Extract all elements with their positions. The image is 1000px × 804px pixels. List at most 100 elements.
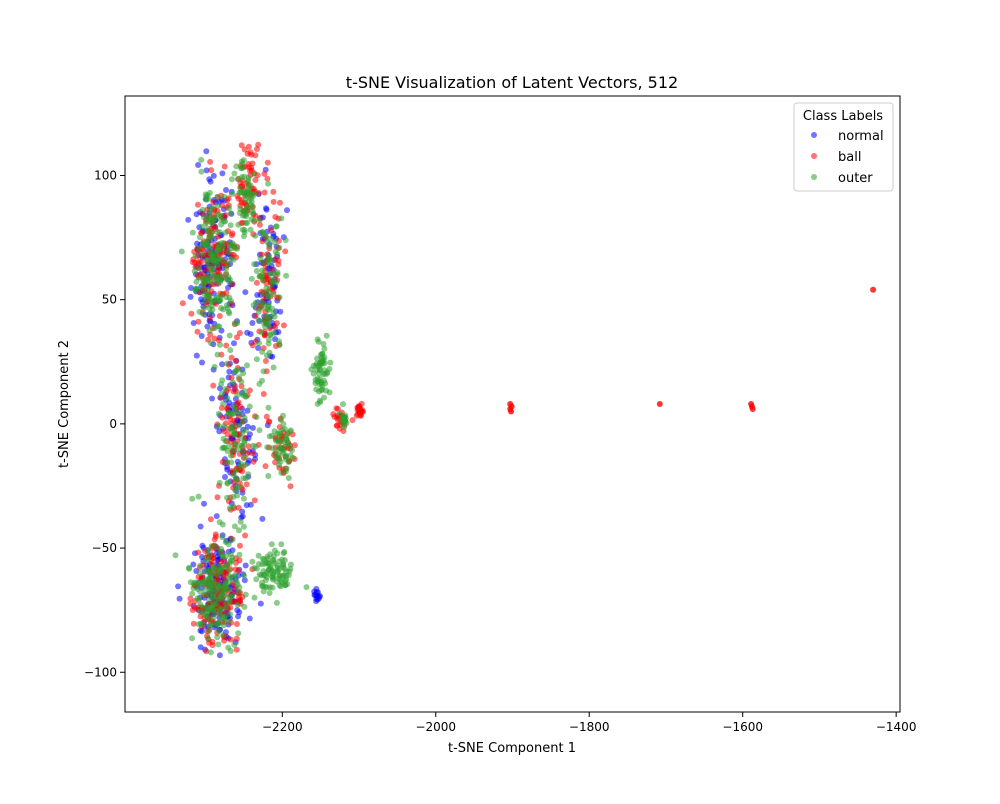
data-point [222,386,229,393]
data-point [320,341,327,347]
data-point [260,391,267,397]
data-point [220,428,227,435]
y-axis-label: t-SNE Component 2 [57,340,72,468]
data-point [201,500,207,507]
x-axis: −2200 −2000 −1800 −1600 −1400 [262,712,916,734]
data-point [251,594,258,601]
data-point [269,570,276,577]
y-tick-label: −100 [84,665,117,679]
data-point [218,292,225,299]
data-point [265,302,272,309]
data-point [227,416,234,423]
data-point [243,481,250,488]
data-point [233,163,240,170]
data-point [235,588,242,595]
data-point [207,178,214,185]
data-point [239,391,246,398]
data-point [198,156,205,163]
data-point [246,403,253,410]
legend-title: Class Labels [803,109,883,124]
data-point [252,232,259,239]
data-point [245,471,252,478]
data-point [215,202,221,209]
data-point [240,475,247,482]
data-point [195,201,201,208]
data-point [507,401,514,407]
data-point [193,352,200,359]
data-point [255,190,262,196]
data-point [321,354,328,361]
data-point [197,620,204,627]
data-point [278,215,285,222]
data-point [213,587,220,593]
data-point [748,401,755,407]
data-point [263,413,270,420]
data-point [240,523,247,530]
data-point [251,190,258,197]
data-point [236,330,243,336]
data-point [269,445,276,452]
data-point [253,576,260,583]
data-point [210,172,217,179]
data-point [215,641,222,648]
data-point [244,219,251,226]
data-point [193,285,200,292]
data-point [252,177,259,183]
data-point [193,211,200,218]
data-point [340,401,346,408]
data-point [270,364,277,371]
data-point [233,367,239,374]
data-point [216,652,223,659]
data-point [225,248,232,255]
data-point [261,170,268,177]
data-point [239,508,246,515]
data-point [238,442,245,449]
data-point [195,162,202,168]
chart-title: t-SNE Visualization of Latent Vectors, 5… [346,73,678,92]
data-point [237,463,244,470]
data-point [214,279,221,285]
data-point [189,229,196,236]
data-point [222,218,229,225]
data-point [216,240,222,247]
data-point [210,582,217,589]
y-tick-label: 100 [94,168,117,182]
data-point [190,620,197,627]
data-point [230,410,237,417]
data-point [189,590,196,597]
data-point [176,595,183,602]
y-tick-label: 50 [102,293,117,307]
data-point [276,456,282,463]
data-point [242,562,249,569]
data-point [234,334,240,341]
data-point [218,546,225,552]
data-point [349,417,356,424]
data-point [203,648,210,655]
data-point [251,170,258,177]
data-point [265,180,272,187]
data-point [259,229,266,236]
data-point [197,580,203,587]
data-point [219,170,226,177]
data-point [215,581,221,588]
data-point [197,644,204,651]
data-point [266,243,273,250]
data-point [244,362,250,369]
data-point [234,245,241,252]
data-point [319,386,325,393]
data-point [250,302,257,309]
data-point [197,608,204,615]
data-point [257,255,264,262]
data-point [233,621,240,627]
data-point [287,483,294,490]
data-point [209,265,216,272]
data-point [279,426,286,433]
data-point [310,362,317,369]
data-point [198,223,205,230]
data-point [187,600,194,607]
data-point [247,182,254,189]
data-point [230,447,237,454]
data-point [321,345,328,352]
data-point [215,337,222,344]
data-point [268,227,275,234]
